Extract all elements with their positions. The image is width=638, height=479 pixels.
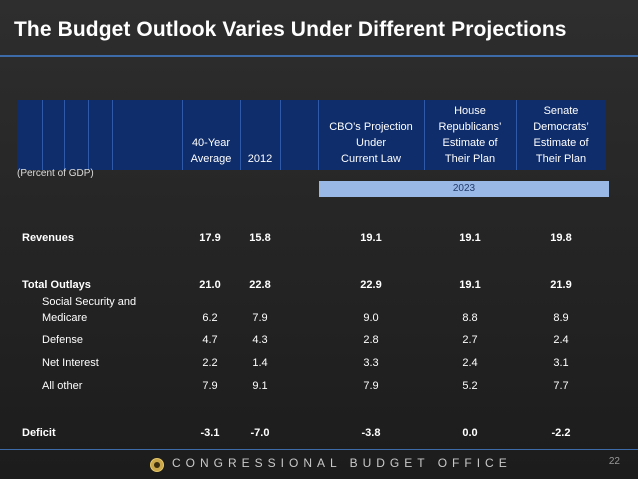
- header-line: Senate: [543, 105, 579, 117]
- cell-2012: 9.1: [252, 380, 268, 392]
- cell-2012: -7.0: [250, 427, 270, 439]
- column-separator: [88, 100, 89, 170]
- row-label: All other: [42, 380, 83, 392]
- row-label: Net Interest: [42, 357, 99, 369]
- header-line: 40-Year: [191, 137, 231, 149]
- page-title: The Budget Outlook Varies Under Differen…: [14, 18, 567, 41]
- row-label-line1: Social Security and: [42, 296, 137, 308]
- header-line: Republicans’: [438, 121, 502, 133]
- row-label: Total Outlays: [22, 279, 91, 291]
- header-line: Estimate of: [533, 137, 589, 149]
- column-separator: [424, 100, 425, 170]
- table-row: Revenues 17.9 15.8 19.1 19.1 19.8: [0, 230, 638, 246]
- cell-house: 5.2: [462, 380, 478, 392]
- cell-senate: 7.7: [553, 380, 569, 392]
- cell-cbo: 9.0: [363, 312, 379, 324]
- header-line: Their Plan: [535, 153, 587, 165]
- column-separator: [112, 100, 113, 170]
- cell-2012: 4.3: [252, 334, 268, 346]
- cell-senate: 3.1: [553, 357, 569, 369]
- header-senate: Senate Democrats’ Estimate of Their Plan: [516, 103, 606, 167]
- table-row: Defense 4.7 4.3 2.8 2.7 2.4: [0, 332, 638, 348]
- cell-senate: 2.4: [553, 334, 569, 346]
- row-label: Medicare: [42, 312, 88, 324]
- footer-divider: [0, 449, 638, 450]
- cell-cbo: 7.9: [363, 380, 379, 392]
- table-row: Total Outlays 21.0 22.8 22.9 19.1 21.9: [0, 277, 638, 293]
- cell-house: 19.1: [459, 279, 481, 291]
- cell-cbo: 22.9: [360, 279, 382, 291]
- cell-senate: -2.2: [551, 427, 571, 439]
- header-line: House: [454, 105, 486, 117]
- header-line: Their Plan: [444, 153, 496, 165]
- table-row: Medicare 6.2 7.9 9.0 8.8 8.9: [0, 310, 638, 326]
- cell-cbo: 2.8: [363, 334, 379, 346]
- cell-cbo: -3.8: [361, 427, 381, 439]
- table-row: Net Interest 2.2 1.4 3.3 2.4 3.1: [0, 355, 638, 371]
- cell-2012: 7.9: [252, 312, 268, 324]
- cell-senate: 21.9: [550, 279, 572, 291]
- table-header-band: [17, 100, 606, 170]
- cell-avg: 7.9: [202, 380, 218, 392]
- header-house: House Republicans’ Estimate of Their Pla…: [424, 103, 516, 167]
- cell-house: 2.7: [462, 334, 478, 346]
- table-row: Deficit -3.1 -7.0 -3.8 0.0 -2.2: [0, 425, 638, 441]
- cell-avg: 21.0: [199, 279, 221, 291]
- column-separator: [42, 100, 43, 170]
- cbo-logo-icon: [150, 458, 164, 472]
- cell-house: 19.1: [459, 232, 481, 244]
- row-label: Deficit: [22, 427, 56, 439]
- cell-2012: 15.8: [249, 232, 271, 244]
- header-2012: 2012: [240, 151, 280, 167]
- cell-2012: 22.8: [249, 279, 271, 291]
- cell-2012: 1.4: [252, 357, 268, 369]
- header-line: Democrats’: [533, 121, 589, 133]
- column-separator: [240, 100, 241, 170]
- header-line: 2012: [247, 153, 273, 165]
- cell-senate: 8.9: [553, 312, 569, 324]
- footer-org: CONGRESSIONAL BUDGET OFFICE: [172, 456, 512, 470]
- year-band: 2023: [319, 181, 609, 197]
- header-40-year-average: 40-Year Average: [180, 135, 242, 167]
- title-divider: [0, 55, 638, 57]
- page-number: 22: [608, 456, 620, 467]
- cell-house: 0.0: [462, 427, 478, 439]
- cell-cbo: 3.3: [363, 357, 379, 369]
- cell-house: 8.8: [462, 312, 478, 324]
- column-separator: [64, 100, 65, 170]
- units-label: (Percent of GDP): [17, 168, 94, 179]
- cell-avg: 2.2: [202, 357, 218, 369]
- cell-house: 2.4: [462, 357, 478, 369]
- cell-senate: 19.8: [550, 232, 572, 244]
- column-separator: [182, 100, 183, 170]
- header-line: CBO’s Projection: [329, 121, 413, 133]
- cell-avg: -3.1: [200, 427, 220, 439]
- row-label: Revenues: [22, 232, 74, 244]
- table-row: All other 7.9 9.1 7.9 5.2 7.7: [0, 378, 638, 394]
- header-line: Current Law: [341, 153, 401, 165]
- header-line: Under: [356, 137, 386, 149]
- cell-avg: 4.7: [202, 334, 218, 346]
- column-separator: [318, 100, 319, 170]
- row-label: Defense: [42, 334, 83, 346]
- cell-avg: 17.9: [199, 232, 221, 244]
- header-line: Average: [190, 153, 232, 165]
- table-row-label-line: Social Security and: [0, 294, 638, 310]
- column-separator: [516, 100, 517, 170]
- cell-cbo: 19.1: [360, 232, 382, 244]
- header-cbo: CBO’s Projection Under Current Law: [318, 119, 424, 167]
- column-separator: [280, 100, 281, 170]
- cell-avg: 6.2: [202, 312, 218, 324]
- header-line: Estimate of: [442, 137, 498, 149]
